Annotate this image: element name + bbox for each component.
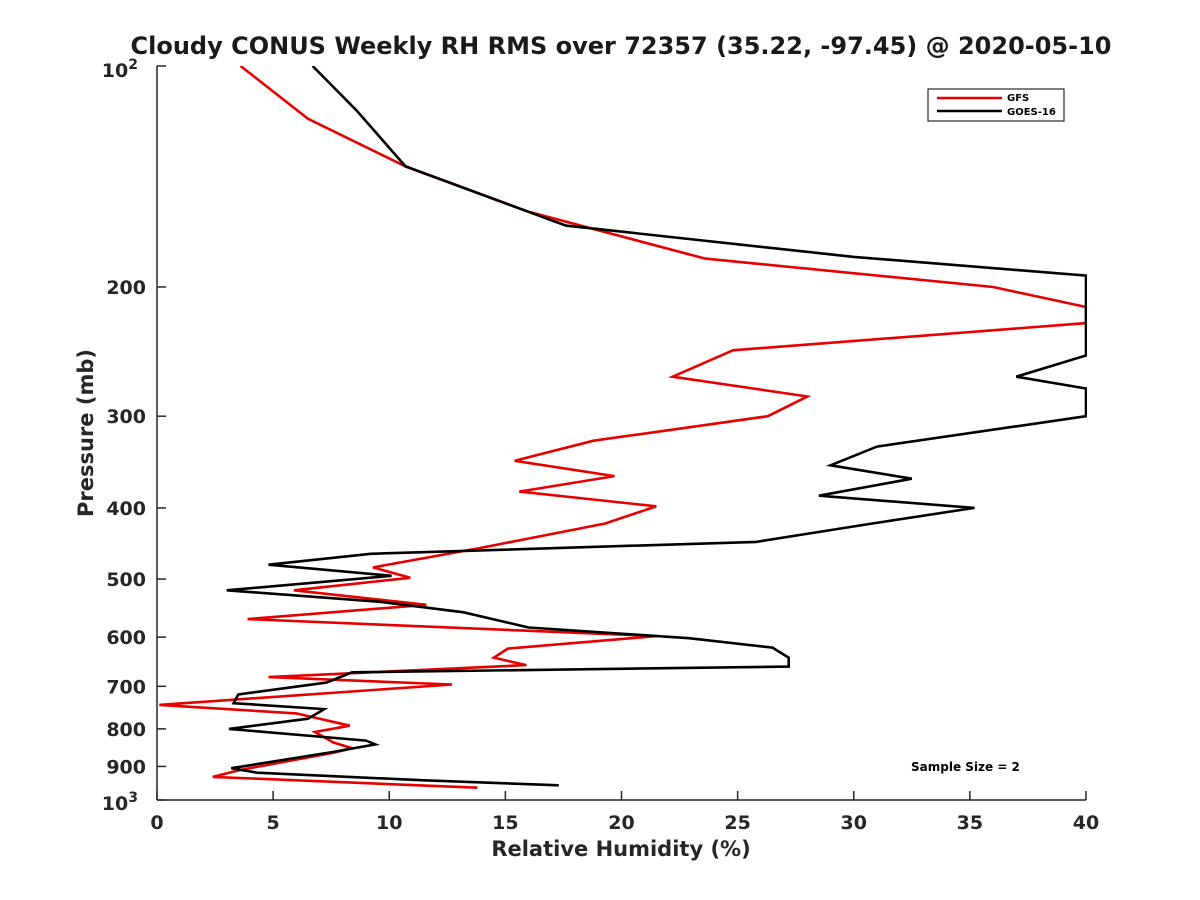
x-tick-label: 20	[608, 812, 634, 834]
legend-box	[927, 88, 1065, 122]
legend-label-gfs: GFS	[1007, 93, 1029, 104]
y-tick-label: 800	[106, 719, 146, 741]
x-tick-label: 15	[492, 812, 518, 834]
y-axis-ticks: 200 300 400 500 600 700 800 900	[106, 65, 166, 801]
x-tick-label: 35	[957, 812, 983, 834]
y-tick-label: 500	[106, 569, 146, 591]
y-tick-label: 700	[106, 676, 146, 698]
plot-area-background	[157, 66, 1086, 800]
x-tick-label: 30	[841, 812, 867, 834]
x-tick-label: 25	[724, 812, 750, 834]
legend-label-goes16: GOES-16	[1007, 107, 1056, 118]
y-tick-label-bottom: 103	[102, 790, 138, 815]
plot-area	[156, 66, 1087, 801]
y-tick-label: 200	[106, 277, 146, 299]
series-line-goes16	[226, 66, 1087, 787]
x-tick-label: 40	[1073, 812, 1099, 834]
x-tick-label: 10	[376, 812, 402, 834]
x-axis-label: Relative Humidity (%)	[491, 837, 750, 861]
y-tick-label: 900	[106, 756, 146, 778]
y-tick-label-top: 102	[102, 57, 138, 82]
chart-title: Cloudy CONUS Weekly RH RMS over 72357 (3…	[131, 32, 1112, 60]
legend: GFS GOES-16	[927, 88, 1065, 122]
y-axis-label: Pressure (mb)	[74, 349, 98, 517]
x-axis-ticks: 0 5 10 15 20 25 30 35 40	[150, 791, 1099, 834]
y-tick-label: 300	[106, 406, 146, 428]
x-tick-label: 5	[267, 812, 280, 834]
series-layer	[159, 66, 1087, 789]
x-tick-label: 0	[150, 812, 163, 834]
y-tick-label: 400	[106, 498, 146, 520]
y-tick-label: 600	[106, 627, 146, 649]
sample-size-annotation: Sample Size = 2	[911, 760, 1020, 774]
